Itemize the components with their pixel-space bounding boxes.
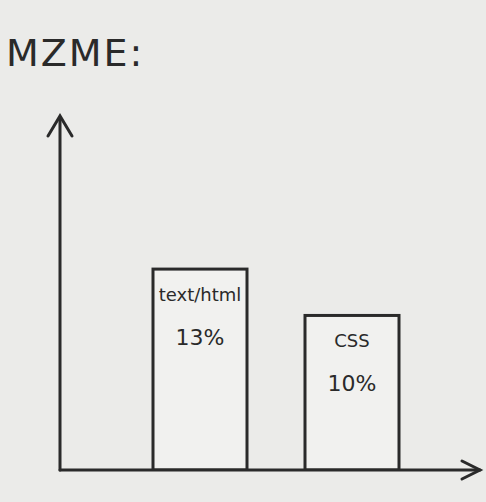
category-label: CSS [334, 330, 369, 351]
category-label: text/html [159, 284, 242, 305]
data-label: 13% [176, 325, 225, 350]
x-axis [60, 469, 480, 472]
chart: MZME: text/html 13% CSS 10% [0, 0, 486, 502]
y-axis-arrow [48, 116, 72, 136]
title: MZME: [6, 31, 144, 75]
bar [153, 269, 247, 470]
bars [153, 269, 399, 470]
background [0, 0, 486, 502]
bar [305, 315, 399, 470]
y-axis [59, 118, 62, 470]
data-label: 10% [328, 371, 377, 396]
x-axis-arrow [462, 461, 480, 479]
